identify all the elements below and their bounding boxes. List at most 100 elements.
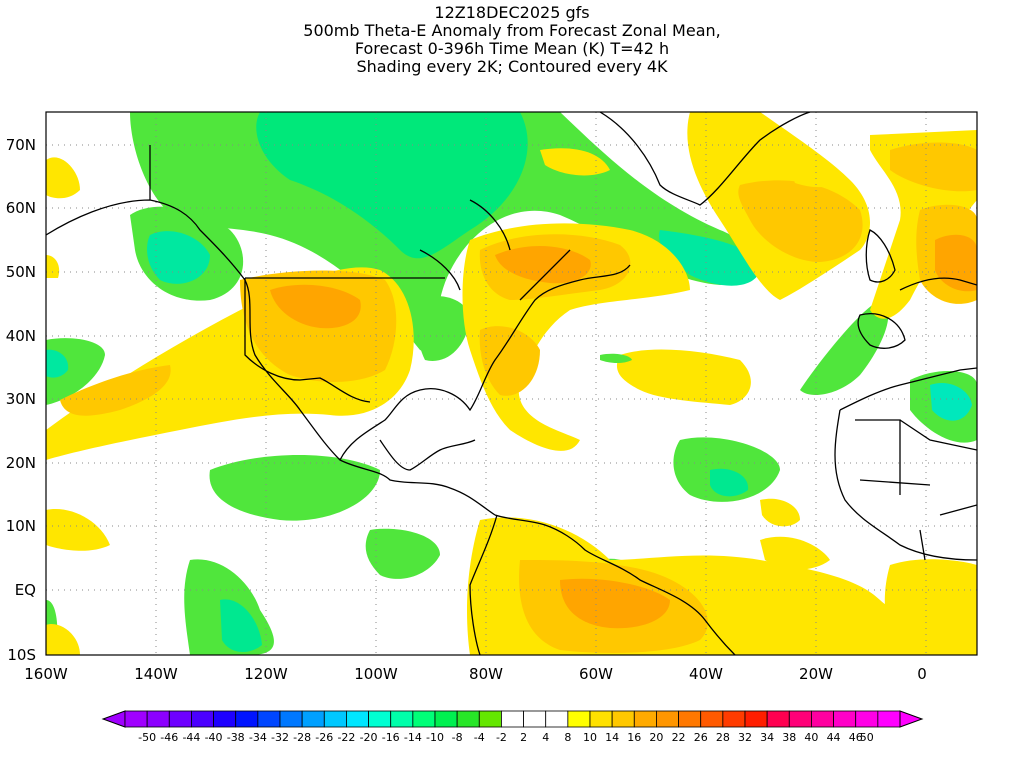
- lon-axis: 160W 140W 120W 100W 80W 60W 40W 20W 0: [24, 665, 927, 683]
- lon-label-160w: 160W: [24, 665, 68, 683]
- lat-label-70n: 70N: [6, 136, 36, 154]
- colorbar-swatch: [567, 710, 591, 728]
- colorbar-swatch: [811, 710, 834, 728]
- title-line-1: 12Z18DEC2025 gfs: [434, 3, 590, 22]
- colorbar-swatch: [589, 710, 613, 728]
- lat-label-30n: 30N: [6, 390, 36, 408]
- lat-label-60n: 60N: [6, 199, 36, 217]
- colorbar-label: -14: [404, 731, 422, 744]
- colorbar-swatch: [611, 710, 635, 728]
- colorbar-label: 32: [738, 731, 752, 744]
- colorbar-label: -8: [452, 731, 463, 744]
- colorbar-swatch: [656, 710, 679, 728]
- colorbar-label: -2: [496, 731, 507, 744]
- colorbar-swatch: [788, 710, 812, 728]
- colorbar-swatch: [478, 710, 502, 728]
- colorbar-label: 16: [627, 731, 641, 744]
- colorbar-label: -50: [138, 731, 156, 744]
- colorbar-label: -40: [205, 731, 223, 744]
- lat-label-50n: 50N: [6, 263, 36, 281]
- lon-label-100w: 100W: [354, 665, 398, 683]
- colorbar-label: 50: [860, 731, 874, 744]
- coastlines: [46, 112, 977, 655]
- colorbar-label: -10: [426, 731, 444, 744]
- colorbar-swatch: [456, 710, 480, 728]
- lat-label-20n: 20N: [6, 454, 36, 472]
- colorbar-swatch: [191, 710, 214, 728]
- colorbar-arrow-right: [899, 710, 924, 728]
- colorbar-label: -38: [227, 731, 245, 744]
- colorbar-label: 28: [716, 731, 730, 744]
- colorbar-swatch: [257, 710, 281, 728]
- colorbar-label: 38: [782, 731, 796, 744]
- colorbar-label: 20: [649, 731, 663, 744]
- lon-label-140w: 140W: [134, 665, 178, 683]
- colorbar-swatch: [390, 710, 414, 728]
- colorbar-swatch: [368, 710, 392, 728]
- colorbar-swatch: [412, 710, 436, 728]
- lat-label-40n: 40N: [6, 327, 36, 345]
- colorbar-swatch: [545, 710, 569, 728]
- colorbar-label: 44: [827, 731, 841, 744]
- colorbar: -50 -46 -44 -40 -38 -34 -32 -28 -26 -22 -20 -16 -14-…: [101, 710, 924, 744]
- lon-label-40w: 40W: [689, 665, 723, 683]
- colorbar-label: -22: [337, 731, 355, 744]
- colorbar-swatch: [213, 710, 237, 728]
- colorbar-swatch: [235, 710, 259, 728]
- colorbar-swatch: [146, 710, 170, 728]
- lat-label-10n: 10N: [6, 517, 36, 535]
- colorbar-label: 46: [849, 731, 863, 744]
- map-frame: [45, 111, 978, 656]
- colorbar-swatch: [323, 710, 347, 728]
- colorbar-swatch: [434, 710, 458, 728]
- map-title: 12Z18DEC2025 gfs 500mb Theta-E Anomaly f…: [0, 3, 1024, 78]
- colorbar-swatch: [346, 710, 369, 728]
- colorbar-swatch: [833, 710, 857, 728]
- colorbar-swatch: [678, 710, 702, 728]
- colorbar-swatch: [766, 710, 790, 728]
- lon-label-120w: 120W: [244, 665, 288, 683]
- colorbar-label: 40: [804, 731, 818, 744]
- colorbar-label: 10: [583, 731, 597, 744]
- lon-label-80w: 80W: [469, 665, 503, 683]
- colorbar-swatch: [722, 710, 746, 728]
- colorbar-label: -20: [360, 731, 378, 744]
- colorbar-label: 26: [694, 731, 708, 744]
- colorbar-arrow-left: [101, 710, 126, 728]
- colorbar-swatch: [124, 710, 148, 728]
- colorbar-label: -44: [182, 731, 200, 744]
- grid-lines: [46, 112, 977, 655]
- colorbar-swatch: [301, 710, 325, 728]
- colorbar-label: -34: [249, 731, 267, 744]
- colorbar-label: 34: [760, 731, 774, 744]
- colorbar-swatch: [633, 710, 657, 728]
- colorbar-label: -16: [382, 731, 400, 744]
- colorbar-swatch: [700, 710, 724, 728]
- colorbar-swatch: [523, 710, 547, 728]
- colorbar-swatch: [877, 710, 901, 728]
- lon-label-60w: 60W: [579, 665, 613, 683]
- colorbar-label: -26: [315, 731, 333, 744]
- lat-axis: 70N 60N 50N 40N 30N 20N 10N EQ 10S: [6, 136, 36, 664]
- colorbar-swatch: [744, 710, 768, 728]
- colorbar-label: -32: [271, 731, 289, 744]
- colorbar-swatch: [279, 710, 303, 728]
- colorbar-label: 4: [542, 731, 549, 744]
- anomaly-shading: [46, 112, 977, 655]
- colorbar-label: -28: [293, 731, 311, 744]
- colorbar-label: 2: [520, 731, 527, 744]
- lat-label-eq: EQ: [15, 581, 36, 599]
- colorbar-swatch: [168, 710, 192, 728]
- title-line-3: Forecast 0-396h Time Mean (K) T=42 h: [354, 39, 670, 58]
- colorbar-label: 22: [672, 731, 686, 744]
- colorbar-swatch: [501, 710, 524, 728]
- colorbar-label: -4: [474, 731, 485, 744]
- colorbar-label: 14: [605, 731, 619, 744]
- lon-label-20w: 20W: [799, 665, 833, 683]
- title-line-2: 500mb Theta-E Anomaly from Forecast Zona…: [303, 21, 721, 40]
- colorbar-swatch: [855, 710, 879, 728]
- colorbar-label: 8: [564, 731, 571, 744]
- lat-label-10s: 10S: [7, 646, 36, 664]
- lon-label-0: 0: [917, 665, 927, 683]
